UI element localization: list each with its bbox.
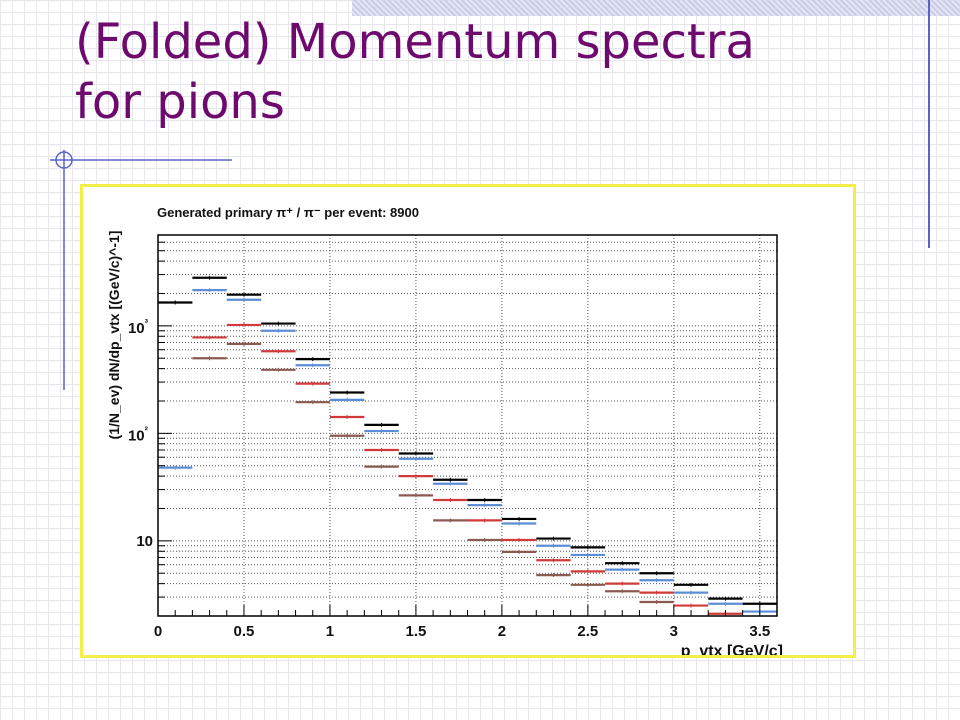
x-tick-label: 2 bbox=[498, 623, 506, 640]
x-tick-label: 1.5 bbox=[405, 623, 426, 640]
chart-title: Generated primary π⁺ / π⁻ per event: 890… bbox=[157, 205, 419, 220]
x-axis-title: p_vtx [GeV/c] bbox=[681, 643, 783, 655]
x-tick-label: 3.5 bbox=[749, 623, 770, 640]
slide-title-line-2: for pions bbox=[75, 74, 285, 130]
x-tick-label: 0.5 bbox=[234, 623, 255, 640]
y-tick-label: 10² bbox=[128, 425, 149, 444]
y-axis-title: (1/N_ev) dN/dp_vtx [(GeV/c)^-1] bbox=[106, 231, 122, 440]
x-tick-label: 1 bbox=[326, 623, 334, 640]
x-tick-label: 3 bbox=[670, 623, 678, 640]
x-tick-label: 0 bbox=[154, 623, 162, 640]
plot-frame bbox=[157, 234, 778, 617]
chart-frame: Generated primary π⁺ / π⁻ per event: 890… bbox=[80, 184, 856, 658]
slide-title: (Folded) Momentum spectra for pions bbox=[75, 12, 855, 132]
y-tick-label: 10 bbox=[136, 533, 153, 550]
right-accent-line bbox=[928, 0, 930, 248]
header-band bbox=[352, 0, 960, 16]
y-tick-label: 10³ bbox=[128, 318, 149, 337]
x-tick-label: 2.5 bbox=[577, 623, 598, 640]
momentum-spectrum-chart: 0 0.5 1 1.5 2 2.5 3 3.5 10 10² 10³ p_vtx [GeV/c] (1/… bbox=[106, 231, 783, 655]
slide-title-line-1: (Folded) Momentum spectra bbox=[75, 14, 755, 70]
